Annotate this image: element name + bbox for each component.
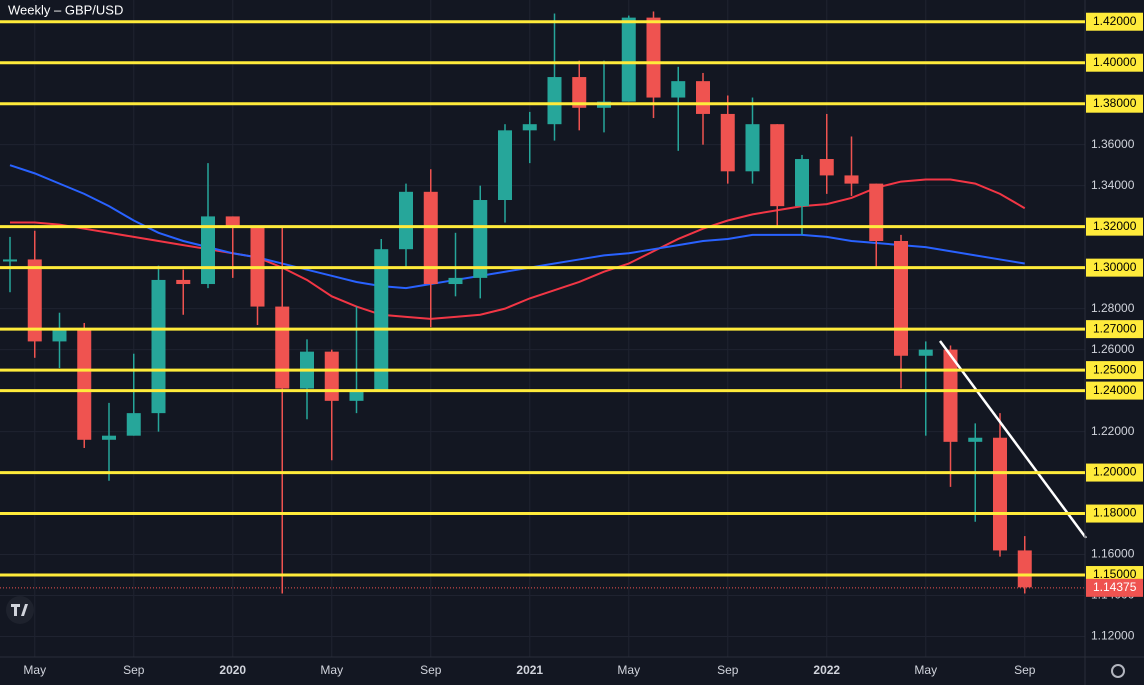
candle-body	[522, 124, 537, 131]
candle-body	[3, 259, 17, 262]
last-price-badge	[1086, 578, 1143, 597]
candle-body	[498, 130, 512, 201]
candle-body	[473, 200, 488, 278]
candle-body	[943, 349, 958, 442]
level-label: 1.24000	[1093, 383, 1137, 397]
candle-body	[102, 435, 116, 440]
x-tick-label: 2022	[813, 663, 840, 677]
level-label: 1.40000	[1093, 55, 1137, 69]
candle-body	[275, 306, 290, 389]
y-tick-label: 1.22000	[1091, 424, 1135, 438]
candle-body	[448, 277, 463, 285]
level-badge	[1086, 361, 1143, 380]
x-tick-label: 2021	[516, 663, 543, 677]
candle-body	[795, 159, 809, 207]
level-badge	[1086, 320, 1143, 339]
level-badge	[1086, 53, 1143, 72]
candle-body	[225, 216, 240, 227]
candle-body	[52, 329, 67, 342]
level-label: 1.27000	[1093, 321, 1137, 335]
candle-body	[621, 17, 636, 102]
level-label: 1.30000	[1093, 260, 1137, 274]
level-label: 1.18000	[1093, 506, 1137, 520]
moving-average	[10, 178, 1026, 320]
y-tick-label: 1.12000	[1091, 629, 1135, 643]
chart-title: Weekly – GBP/USD	[8, 2, 123, 17]
trend-line	[938, 340, 1088, 539]
level-label: 1.38000	[1093, 96, 1137, 110]
candle-body	[374, 249, 389, 391]
candle-body	[27, 259, 42, 342]
x-tick-label: May	[914, 663, 937, 677]
y-tick-label: 1.26000	[1091, 342, 1135, 356]
candle-body	[894, 240, 908, 356]
candle-body	[993, 437, 1007, 551]
level-badge	[1086, 94, 1143, 113]
candle-body	[349, 390, 364, 401]
x-tick-label: May	[23, 663, 46, 677]
logo	[6, 596, 34, 624]
level-label: 1.32000	[1093, 219, 1137, 233]
candle-body	[819, 159, 834, 176]
candle-body	[399, 191, 413, 250]
y-tick-label: 1.34000	[1091, 178, 1135, 192]
candle-body	[770, 124, 785, 207]
level-label: 1.25000	[1093, 362, 1137, 376]
level-badge	[1086, 463, 1143, 482]
candle-body	[671, 81, 686, 98]
level-badge	[1086, 504, 1143, 523]
level-badge	[1086, 12, 1143, 31]
candle-body	[324, 351, 339, 401]
level-badge	[1086, 381, 1143, 400]
x-tick-label: 2020	[219, 663, 246, 677]
candle-body	[918, 349, 933, 356]
title-box	[2, 1, 130, 21]
x-tick-label: May	[617, 663, 640, 677]
level-badge	[1086, 258, 1143, 277]
last-price-label: 1.14375	[1093, 580, 1137, 594]
x-tick-label: Sep	[717, 663, 739, 677]
candle-body	[547, 77, 562, 125]
candle-body	[126, 413, 141, 436]
candle-body	[423, 191, 438, 285]
candle-body	[646, 17, 661, 98]
candle-body	[696, 81, 710, 114]
level-badge	[1086, 217, 1143, 236]
candle-body	[968, 437, 983, 442]
candle-body	[869, 183, 884, 241]
x-tick-label: Sep	[420, 663, 442, 677]
candle-body	[745, 124, 760, 172]
x-tick-label: Sep	[1014, 663, 1036, 677]
candle-body	[844, 175, 859, 184]
candle-body	[176, 279, 191, 285]
candle-body	[77, 329, 92, 440]
candle-body	[572, 77, 587, 108]
moving-average	[9, 164, 1025, 290]
x-tick-label: Sep	[123, 663, 145, 677]
level-label: 1.42000	[1093, 14, 1137, 28]
y-tick-label: 1.28000	[1091, 301, 1135, 315]
level-label: 1.20000	[1093, 465, 1137, 479]
candle-body	[720, 113, 735, 172]
candle-body	[1017, 550, 1032, 588]
x-tick-label: May	[320, 663, 343, 677]
settings-icon[interactable]	[1111, 664, 1125, 678]
level-label: 1.15000	[1093, 567, 1137, 581]
y-tick-label: 1.16000	[1091, 547, 1135, 561]
y-tick-label: 1.36000	[1091, 137, 1135, 151]
candle-body	[151, 279, 166, 414]
